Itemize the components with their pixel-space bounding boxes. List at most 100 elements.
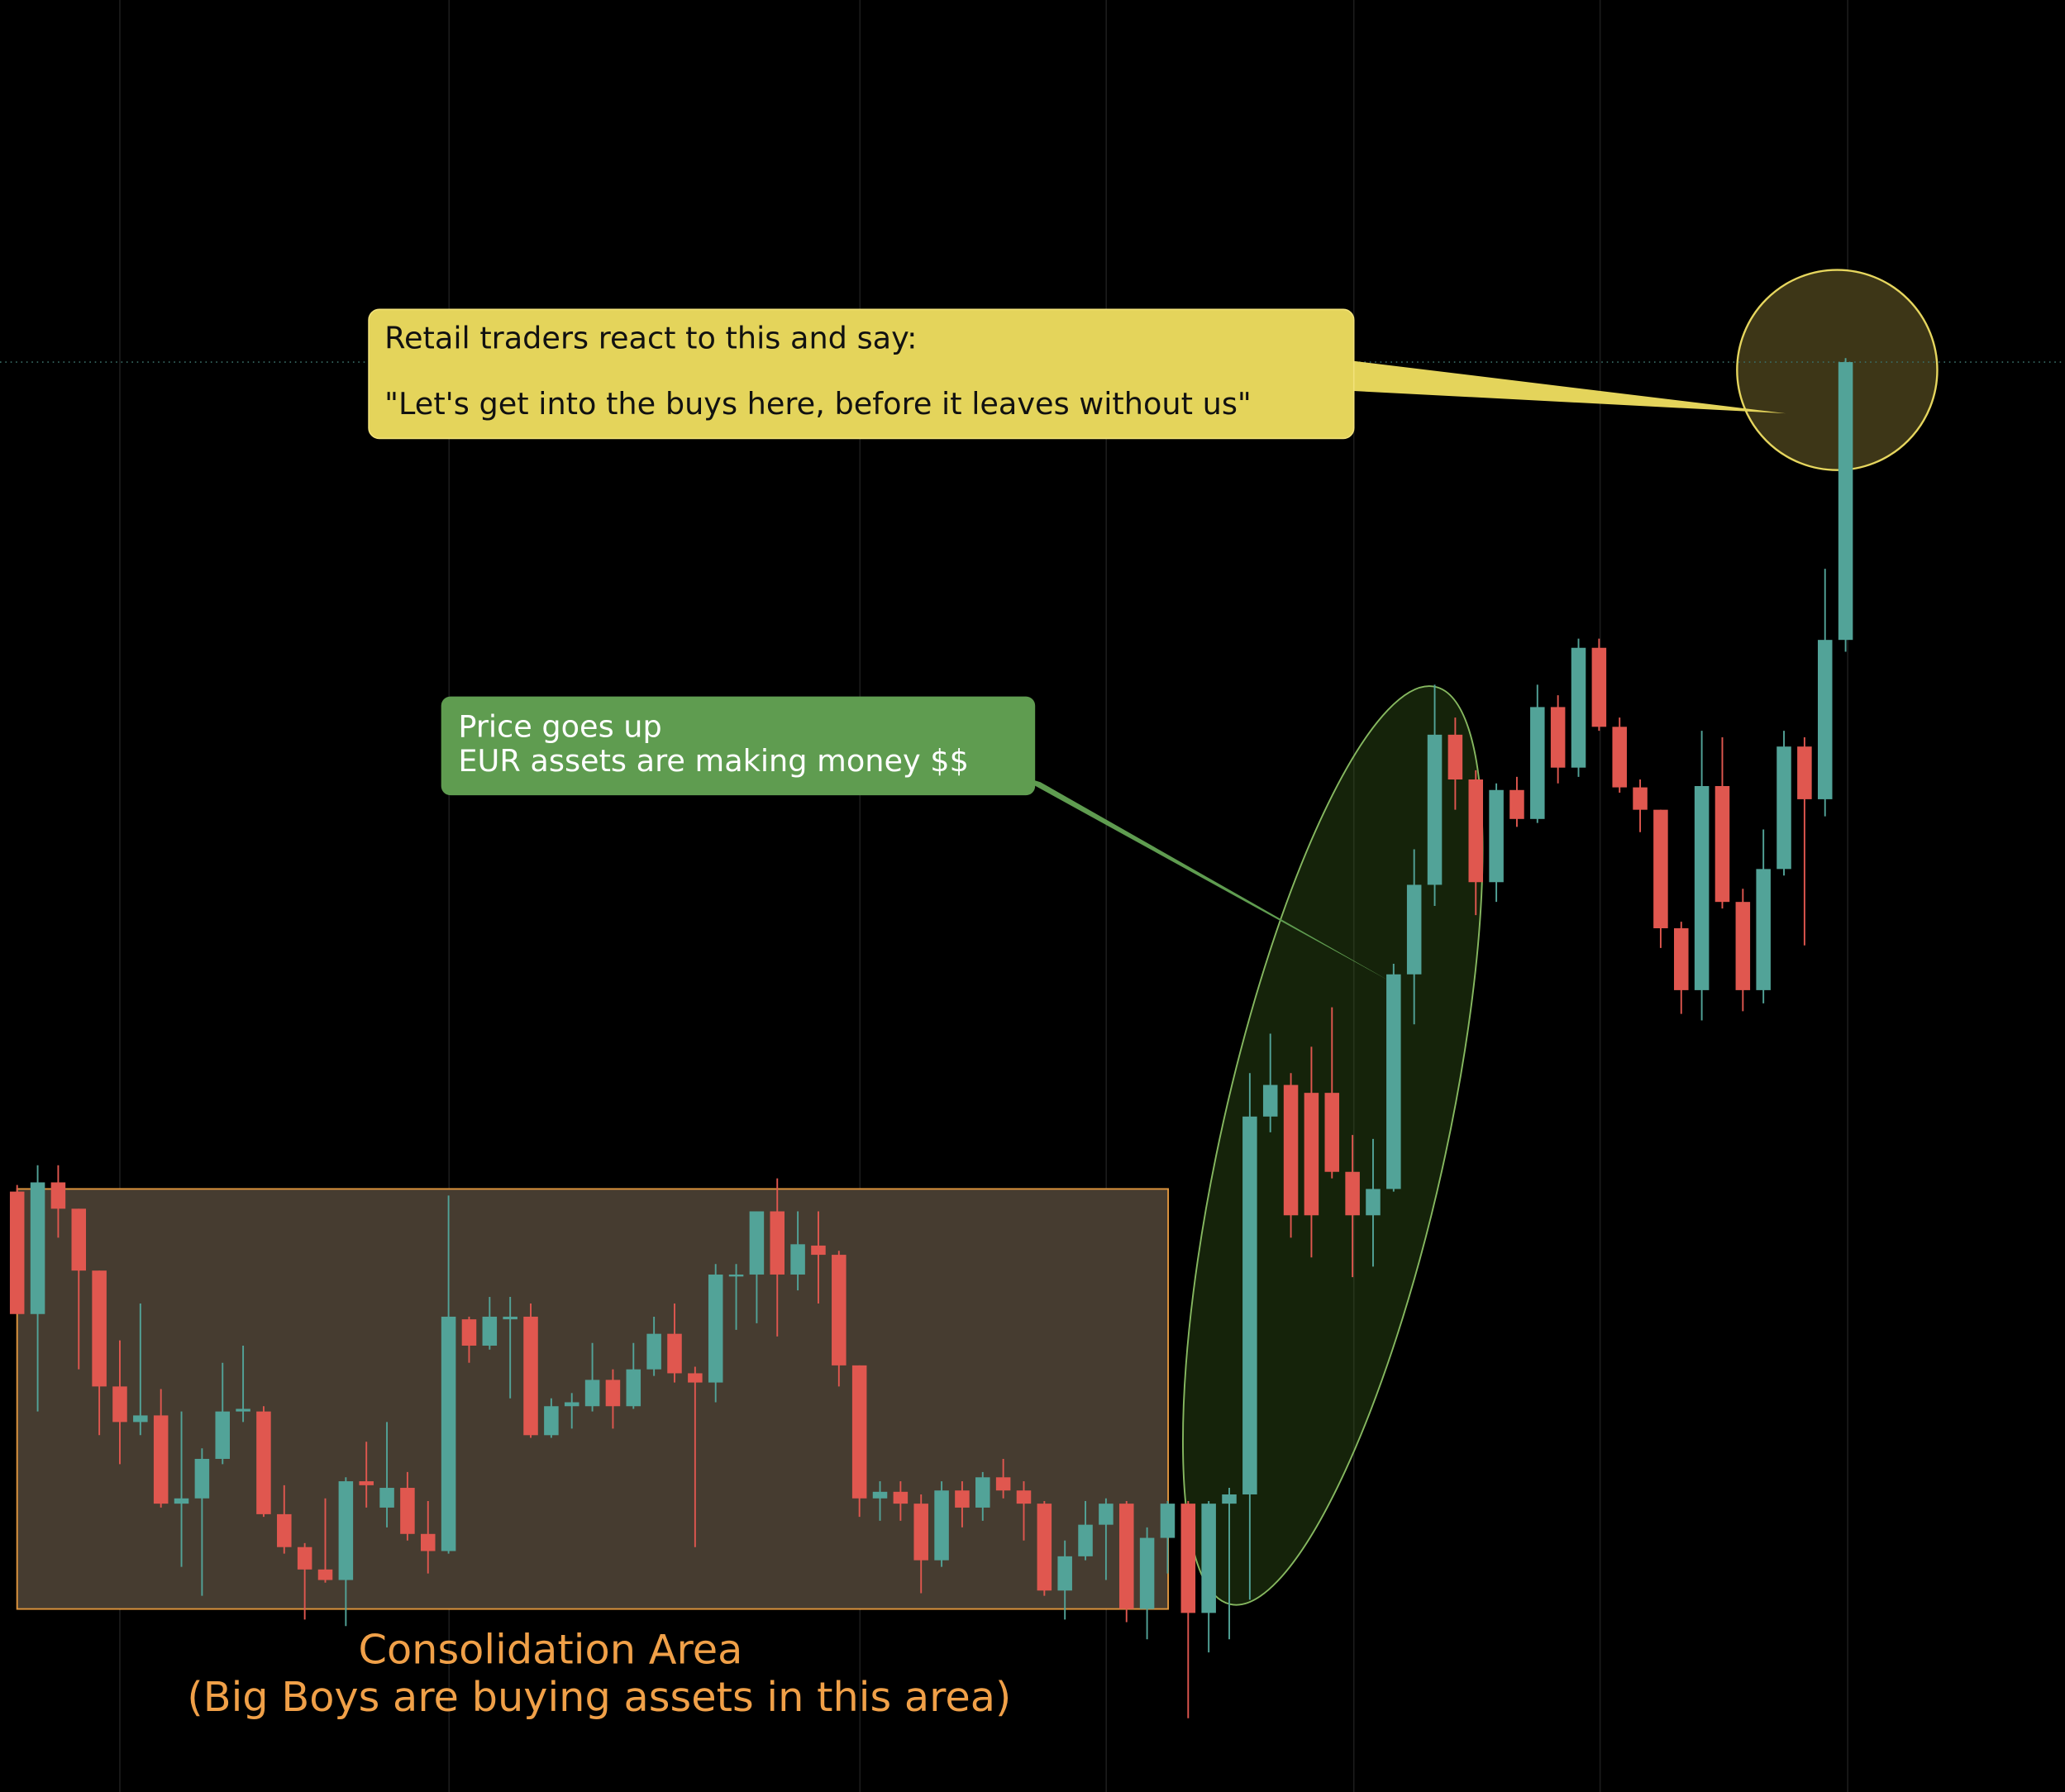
grid	[119, 0, 1848, 1792]
candle-body	[297, 1547, 312, 1570]
candle-body	[1571, 647, 1586, 768]
candle-body	[1242, 1116, 1257, 1494]
candle-body	[1324, 1093, 1340, 1172]
candle-body	[359, 1481, 374, 1485]
candle-body	[728, 1274, 744, 1277]
candle-body	[215, 1411, 230, 1459]
candle-body	[379, 1488, 394, 1508]
candle-body	[1591, 647, 1607, 727]
candle-body	[1838, 362, 1853, 641]
candle-body	[9, 1191, 25, 1314]
candle-body	[461, 1319, 477, 1346]
candle-body	[71, 1208, 87, 1271]
candle-body	[1427, 734, 1443, 885]
candle-body	[1304, 1093, 1319, 1216]
candle-body	[749, 1211, 765, 1275]
candle-body	[1139, 1537, 1155, 1609]
candle-body	[1550, 707, 1566, 768]
callout-text: EUR assets are making money $$	[458, 743, 969, 779]
candle-body	[112, 1386, 127, 1423]
candle-body	[400, 1488, 415, 1534]
candle-body	[236, 1408, 250, 1412]
candle-body	[1366, 1189, 1381, 1216]
candle-body	[667, 1333, 682, 1374]
candle-body	[503, 1316, 517, 1320]
candle-body	[913, 1504, 928, 1561]
candle-body	[194, 1458, 210, 1499]
candle-body	[420, 1533, 436, 1551]
candle-body	[50, 1182, 66, 1209]
candle-body	[811, 1245, 826, 1256]
candle-body	[1694, 785, 1710, 990]
candle-body	[564, 1402, 579, 1407]
candle-body	[1735, 902, 1751, 990]
candles	[0, 358, 2065, 1718]
candle-body	[790, 1244, 805, 1275]
candle-body	[1468, 779, 1484, 883]
candle-body	[934, 1490, 949, 1561]
candle-body	[523, 1316, 538, 1436]
candle-body	[955, 1490, 970, 1508]
candle-body	[133, 1415, 148, 1423]
candle-body	[277, 1513, 292, 1547]
callout-text: Price goes up	[458, 708, 661, 744]
candle-body	[1817, 640, 1833, 799]
candle-body	[1530, 707, 1545, 819]
candle-body	[872, 1491, 888, 1499]
candle-body	[1283, 1084, 1299, 1216]
candle-body	[626, 1369, 641, 1407]
peak-circle	[1736, 269, 1939, 471]
candle-body	[317, 1569, 333, 1580]
candle-body	[1057, 1556, 1072, 1591]
candle-body	[1201, 1504, 1216, 1613]
candle-body	[1612, 727, 1627, 788]
candle-body	[1262, 1084, 1278, 1117]
candle-body	[1756, 869, 1771, 990]
area-label: (Big Boys are buying assets in this area…	[187, 1673, 1011, 1721]
candle-body	[688, 1373, 703, 1383]
candle-body	[30, 1182, 45, 1314]
candle-body	[1633, 787, 1648, 810]
candle-body	[584, 1380, 600, 1407]
candle-body	[605, 1380, 621, 1407]
candle-body	[1037, 1504, 1052, 1591]
area-label: Consolidation Area	[358, 1626, 742, 1674]
candle-body	[1386, 974, 1401, 1189]
candle-body	[832, 1255, 847, 1365]
candle-body	[1078, 1524, 1093, 1556]
callout-text: "Let's get into the buys here, before it…	[384, 386, 1252, 422]
candle-body	[1345, 1171, 1360, 1216]
candle-body	[1714, 785, 1730, 903]
candle-body	[975, 1477, 990, 1508]
candle-body	[1118, 1504, 1134, 1609]
candle-body	[1776, 746, 1791, 870]
candle-body	[1447, 734, 1463, 780]
candle-body	[441, 1316, 456, 1551]
candle-body	[1406, 884, 1422, 975]
candle-body	[153, 1415, 169, 1504]
candle-body	[1016, 1490, 1032, 1504]
candle-body	[770, 1211, 785, 1275]
candle-body	[708, 1274, 723, 1383]
candle-body	[92, 1270, 107, 1387]
candle-body	[1653, 809, 1668, 929]
candle-body	[851, 1365, 867, 1499]
candle-body	[1222, 1494, 1237, 1504]
candle-body	[1674, 928, 1689, 990]
candle-body	[1509, 789, 1524, 819]
candle-body	[646, 1333, 661, 1370]
candle-body	[174, 1498, 189, 1504]
candle-body	[995, 1477, 1011, 1491]
callout-box	[368, 308, 1355, 440]
callout-pointer	[1330, 358, 1786, 414]
callout-box	[441, 696, 1036, 796]
candle-body	[338, 1481, 354, 1580]
candle-body	[544, 1406, 559, 1436]
candle-body	[482, 1316, 498, 1346]
candle-body	[893, 1491, 909, 1504]
candle-body	[1160, 1504, 1176, 1538]
candle-body	[1797, 746, 1812, 799]
candle-body	[1099, 1504, 1114, 1525]
